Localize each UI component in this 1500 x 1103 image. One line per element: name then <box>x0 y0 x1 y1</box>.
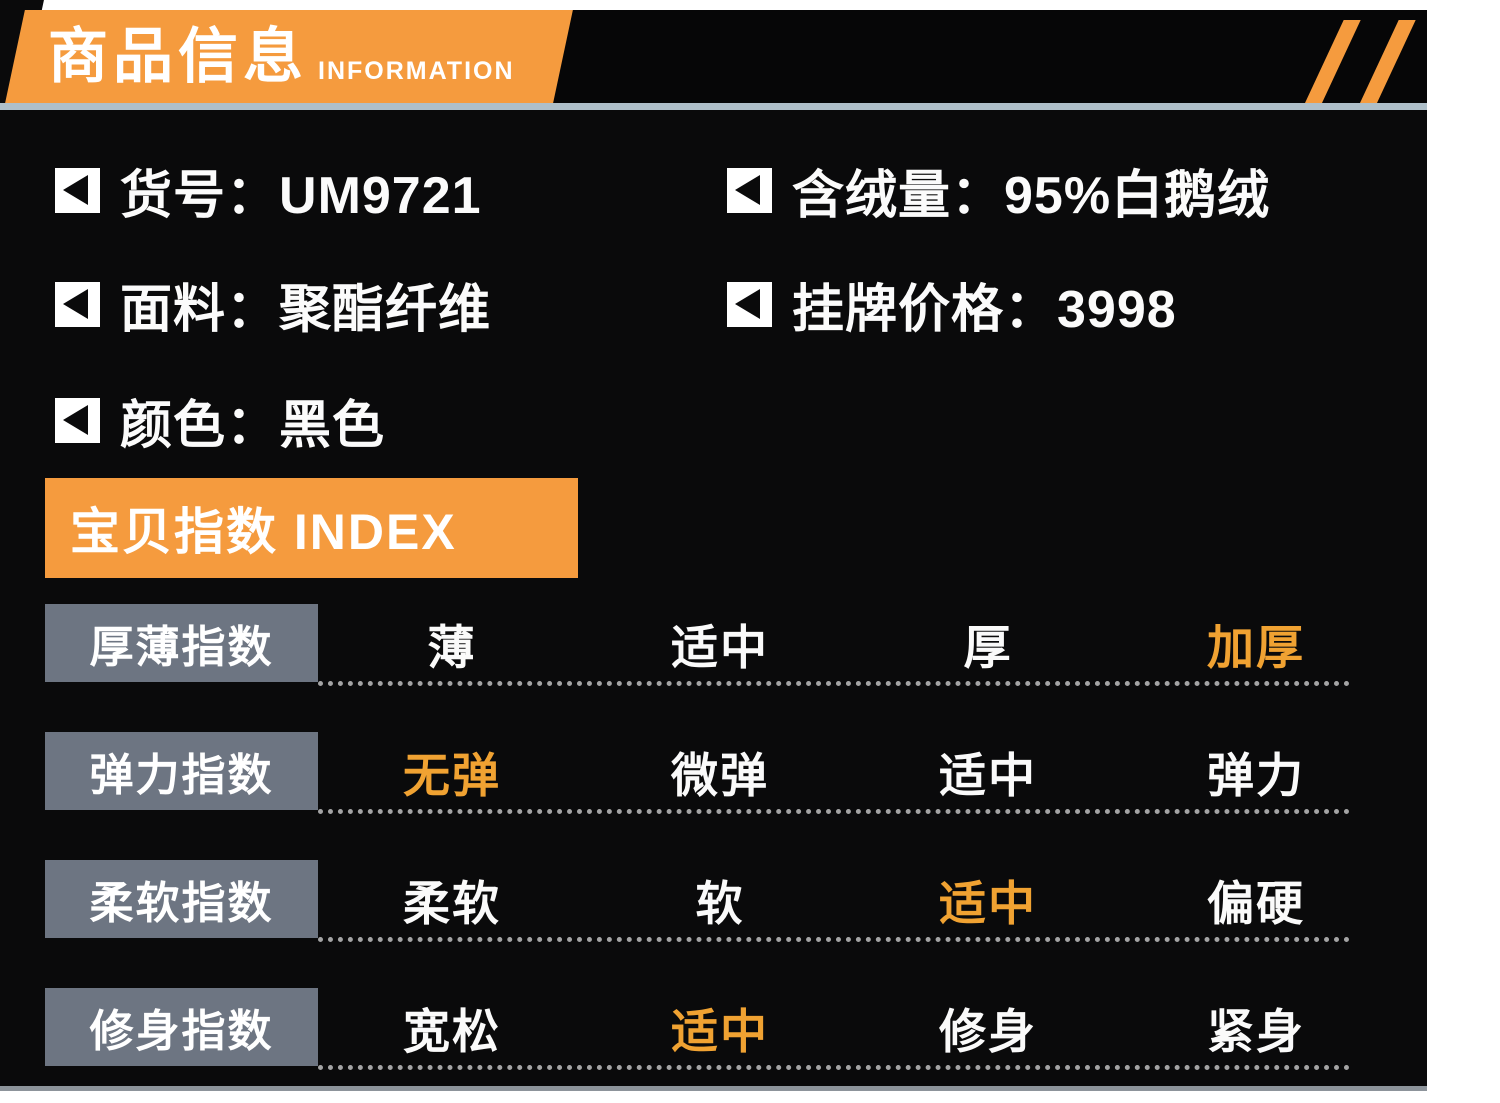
dotted-divider <box>318 1065 1350 1070</box>
info-item-down-content: 含绒量：95%白鹅绒 <box>727 148 1270 232</box>
info-label: 挂牌价格： <box>792 280 1058 339</box>
info-value: 聚酯纤维 <box>279 280 492 339</box>
index-option: 适中 <box>671 1004 769 1058</box>
index-row-label: 修身指数 <box>45 988 318 1066</box>
info-label: 颜色： <box>120 396 280 455</box>
info-value: 3998 <box>1057 280 1177 339</box>
index-option: 偏硬 <box>1207 876 1305 930</box>
index-option: 柔软 <box>403 876 501 930</box>
index-option: 加厚 <box>1207 620 1305 674</box>
index-row-label: 厚薄指数 <box>45 604 318 682</box>
index-option: 微弹 <box>671 748 769 802</box>
diagonal-stripe-icon <box>1355 20 1416 113</box>
index-option: 宽松 <box>403 1004 501 1058</box>
dotted-divider <box>318 681 1350 686</box>
index-section-title-box: 宝贝指数 INDEX <box>45 478 578 578</box>
info-label: 面料： <box>120 280 280 339</box>
left-triangle-bullet-icon <box>727 281 772 327</box>
header-divider <box>0 103 1427 110</box>
diagonal-stripe-icon <box>1300 20 1361 113</box>
info-item-sku: 货号：UM9721 <box>55 148 482 232</box>
page-subtitle: INFORMATION <box>318 57 515 85</box>
info-value: UM9721 <box>279 166 482 225</box>
info-item-color: 颜色：黑色 <box>55 378 385 462</box>
index-option: 适中 <box>671 620 769 674</box>
index-option: 适中 <box>939 748 1037 802</box>
index-option: 修身 <box>939 1004 1037 1058</box>
index-section-title: 宝贝指数 INDEX <box>70 504 457 560</box>
bottom-divider <box>0 1086 1427 1091</box>
index-row-fit: 修身指数 宽松 适中 修身 紧身 <box>45 988 1390 1070</box>
info-item-price: 挂牌价格：3998 <box>727 262 1177 346</box>
info-label: 含绒量： <box>792 166 1005 225</box>
product-info-panel: 商品信息 INFORMATION 货号：UM9721 含绒量：95%白鹅绒 面料… <box>0 0 1427 1091</box>
index-row-elasticity: 弹力指数 无弹 微弹 适中 弹力 <box>45 732 1390 814</box>
info-label: 货号： <box>120 166 280 225</box>
left-triangle-bullet-icon <box>55 281 100 327</box>
header: 商品信息 INFORMATION <box>48 10 515 103</box>
left-triangle-bullet-icon <box>55 397 100 443</box>
left-triangle-bullet-icon <box>727 167 772 213</box>
index-row-label: 柔软指数 <box>45 860 318 938</box>
index-row-label: 弹力指数 <box>45 732 318 810</box>
info-item-fabric: 面料：聚酯纤维 <box>55 262 491 346</box>
index-option: 紧身 <box>1207 1004 1305 1058</box>
index-option: 薄 <box>427 620 477 674</box>
index-row-thickness: 厚薄指数 薄 适中 厚 加厚 <box>45 604 1390 686</box>
left-triangle-bullet-icon <box>55 167 100 213</box>
index-option: 无弹 <box>403 748 501 802</box>
dotted-divider <box>318 937 1350 942</box>
dotted-divider <box>318 809 1350 814</box>
index-option: 适中 <box>939 876 1037 930</box>
info-value: 95%白鹅绒 <box>1004 166 1271 225</box>
index-option: 弹力 <box>1207 748 1305 802</box>
index-option: 软 <box>695 876 745 930</box>
index-option: 厚 <box>963 620 1013 674</box>
index-row-softness: 柔软指数 柔软 软 适中 偏硬 <box>45 860 1390 942</box>
info-value: 黑色 <box>279 396 386 455</box>
page-title: 商品信息 <box>48 23 308 90</box>
